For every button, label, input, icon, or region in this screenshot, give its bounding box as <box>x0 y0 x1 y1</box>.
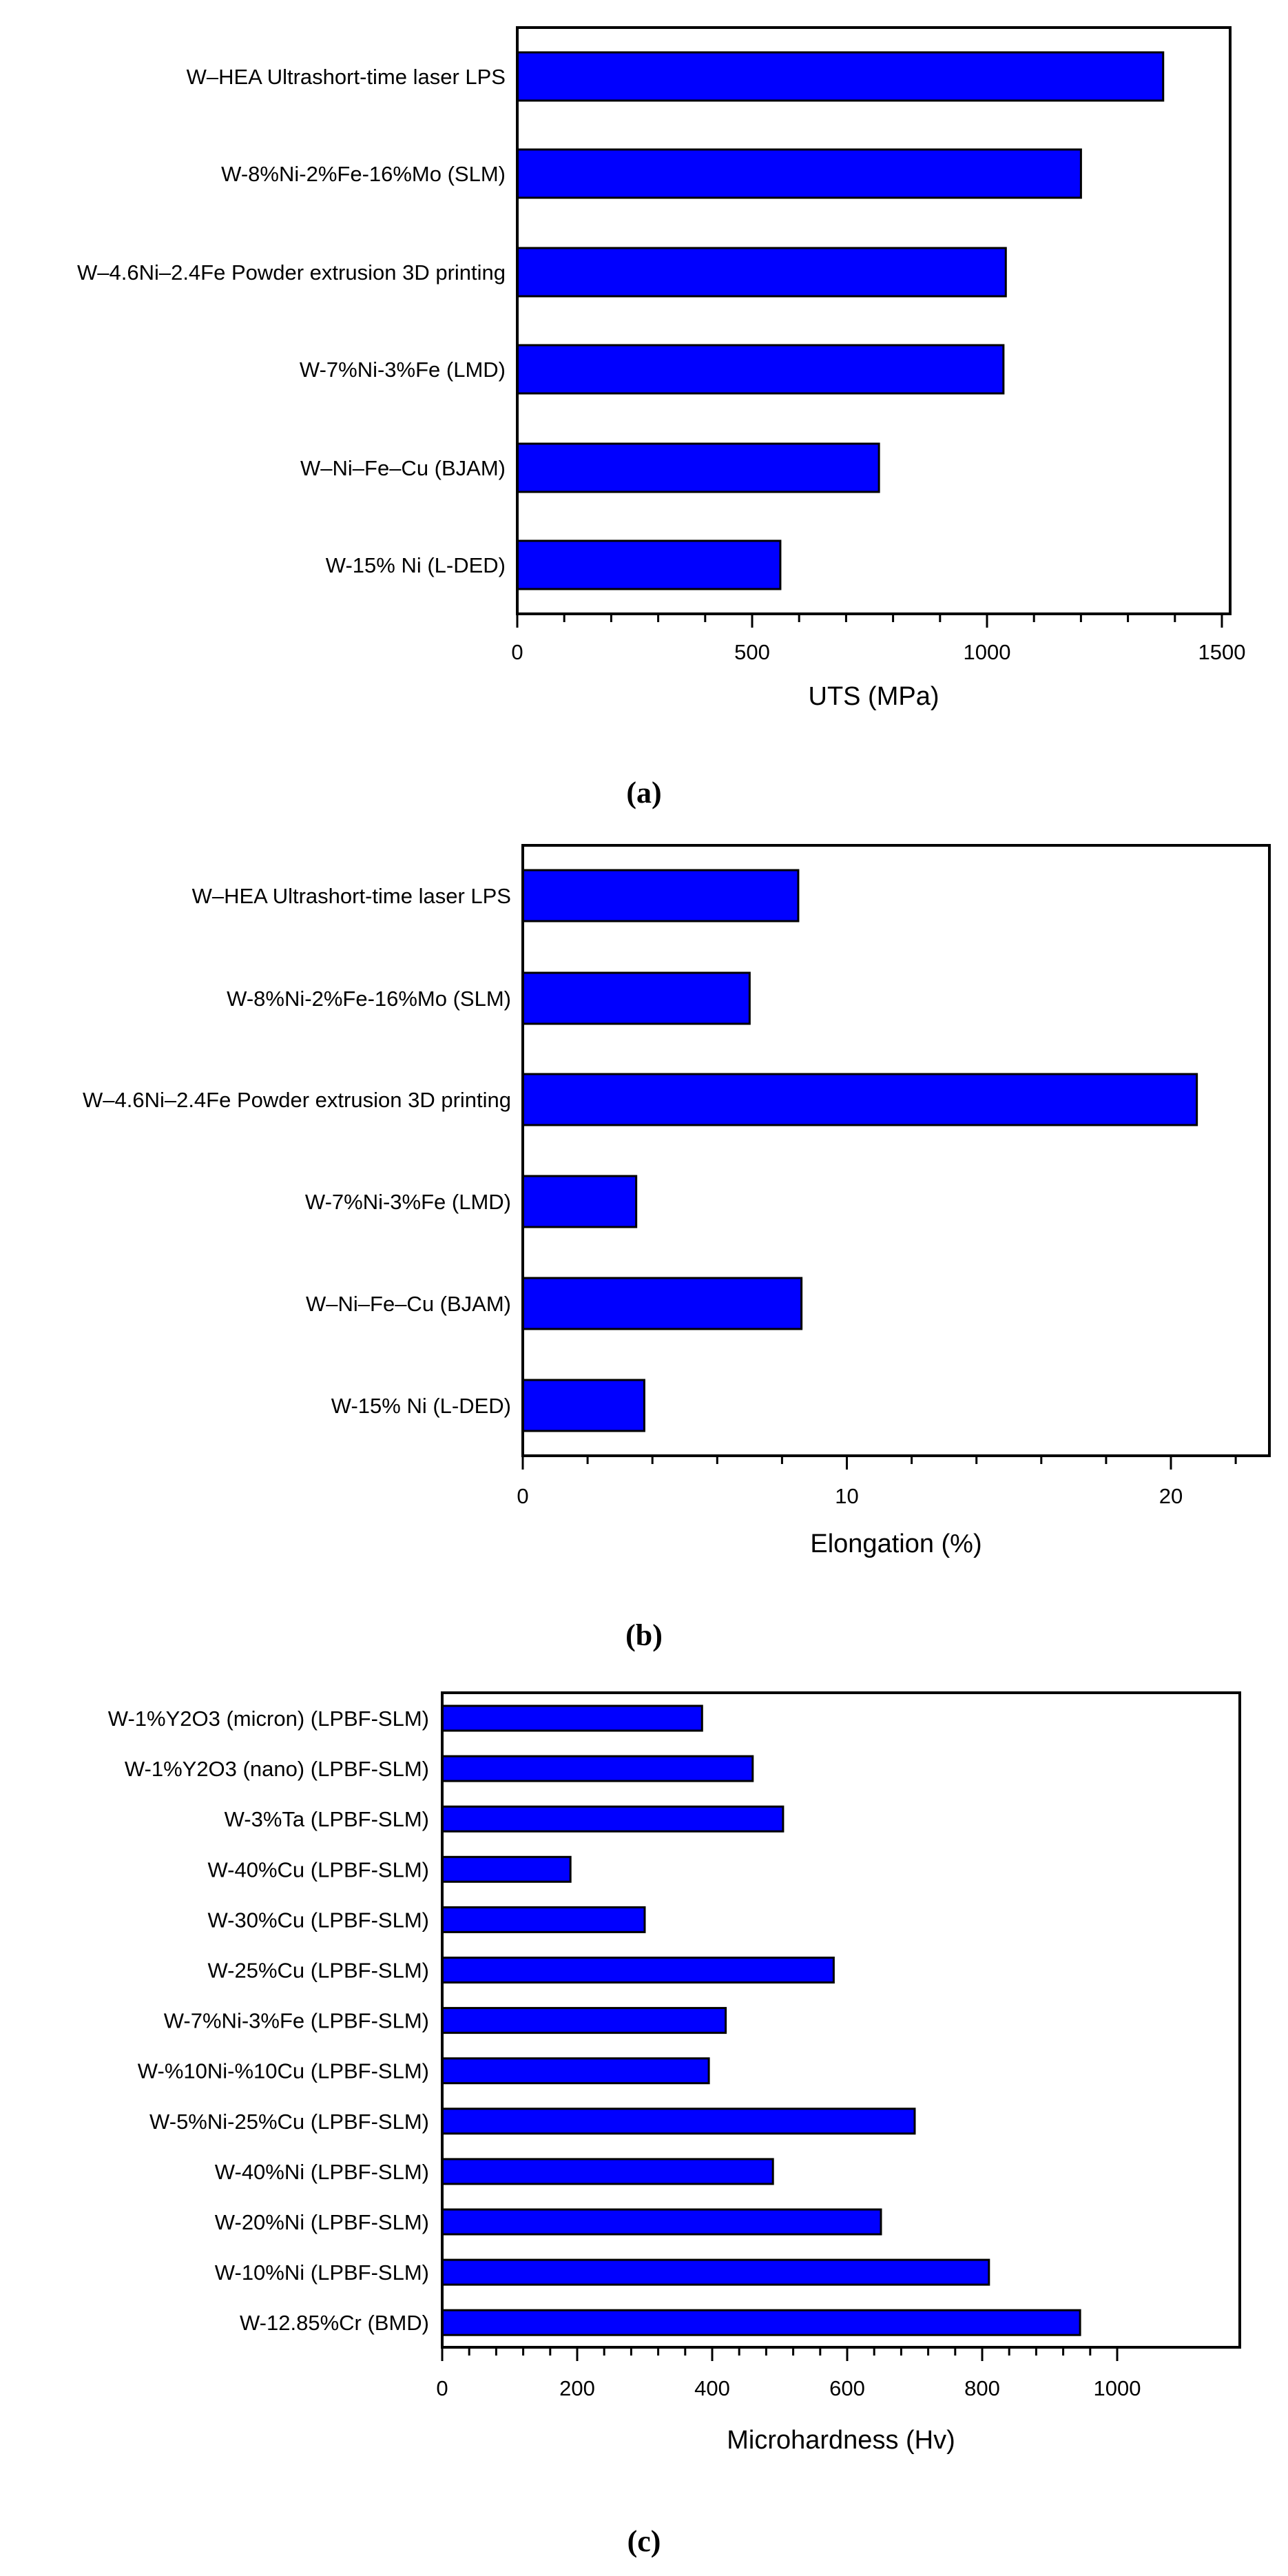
category-label: W-30%Cu (LPBF-SLM) <box>207 1908 429 1932</box>
bar <box>441 2208 882 2236</box>
category-label: W-%10Ni-%10Cu (LPBF-SLM) <box>138 2059 429 2083</box>
category-label: W-20%Ni (LPBF-SLM) <box>215 2210 429 2234</box>
bar <box>516 51 1165 102</box>
category-label: W-7%Ni-3%Fe (LPBF-SLM) <box>164 2009 429 2033</box>
bar <box>516 539 782 590</box>
bar <box>441 1906 646 1933</box>
category-label: W-12.85%Cr (BMD) <box>240 2311 429 2335</box>
bar <box>441 2057 710 2085</box>
x-tick-label: 800 <box>964 2376 1000 2400</box>
x-tick-label: 10 <box>835 1484 858 1508</box>
x-tick-label: 200 <box>559 2376 595 2400</box>
category-label: W–HEA Ultrashort-time laser LPS <box>192 884 511 908</box>
category-label: W–4.6Ni–2.4Fe Powder extrusion 3D printi… <box>83 1088 511 1112</box>
bar <box>441 2007 727 2034</box>
bar <box>441 2158 774 2185</box>
x-axis-label: Elongation (%) <box>810 1529 981 1558</box>
bar <box>521 971 751 1025</box>
x-axis-label: Microhardness (Hv) <box>727 2426 955 2455</box>
bar <box>521 1277 803 1330</box>
chart-panel-b: W–HEA Ultrashort-time laser LPS W-8%Ni-2%… <box>83 844 1271 1652</box>
category-label: W-3%Ta (LPBF-SLM) <box>225 1807 429 1831</box>
category-label: W-7%Ni-3%Fe (LMD) <box>305 1190 511 1214</box>
bar <box>441 1957 835 1983</box>
x-tick-label: 500 <box>734 640 770 664</box>
bar <box>521 1073 1198 1126</box>
bar <box>441 1855 572 1883</box>
bar <box>441 1755 754 1782</box>
panel-label: (c) <box>627 2524 661 2558</box>
category-label: W-8%Ni-2%Fe-16%Mo (SLM) <box>221 162 506 186</box>
category-label: W-15% Ni (L-DED) <box>326 553 506 577</box>
plot-frame <box>441 1691 1241 2349</box>
x-tick-label: 0 <box>517 1484 528 1508</box>
plot-frame <box>516 26 1232 615</box>
bar <box>521 869 800 923</box>
category-label: W-7%Ni-3%Fe (LMD) <box>300 358 506 382</box>
bar <box>521 1379 645 1432</box>
category-label: W-5%Ni-25%Cu (LPBF-SLM) <box>149 2110 429 2134</box>
bar <box>516 442 880 493</box>
x-tick-label: 0 <box>511 640 523 664</box>
bar <box>441 1805 785 1833</box>
chart-panel-a: W–HEA Ultrashort-time laser LPS W-8%Ni-2%… <box>77 26 1246 810</box>
panel-label: (a) <box>626 776 661 810</box>
x-tick-label: 400 <box>694 2376 730 2400</box>
category-label: W–4.6Ni–2.4Fe Powder extrusion 3D printi… <box>77 260 506 285</box>
category-label: W-1%Y2O3 (micron) (LPBF-SLM) <box>108 1707 429 1731</box>
category-label: W–Ni–Fe–Cu (BJAM) <box>306 1292 511 1316</box>
category-label: W-15% Ni (L-DED) <box>331 1394 511 1418</box>
x-tick-label: 1000 <box>964 640 1011 664</box>
chart-panel-c: W-1%Y2O3 (micron) (LPBF-SLM) W-1%Y2O3 (na… <box>108 1691 1241 2558</box>
category-label: W-40%Ni (LPBF-SLM) <box>215 2160 429 2184</box>
category-label: W-1%Y2O3 (nano) (LPBF-SLM) <box>125 1757 429 1781</box>
category-label: W-8%Ni-2%Fe-16%Mo (SLM) <box>227 987 511 1011</box>
category-label: W–Ni–Fe–Cu (BJAM) <box>300 456 506 480</box>
category-label: W-40%Cu (LPBF-SLM) <box>207 1857 429 1882</box>
x-tick-label: 1500 <box>1198 640 1246 664</box>
x-tick-label: 1000 <box>1094 2376 1141 2400</box>
bar <box>441 2108 916 2135</box>
x-tick-label: 0 <box>436 2376 448 2400</box>
x-tick-label: 20 <box>1159 1484 1183 1508</box>
bar <box>516 148 1082 199</box>
x-tick-label: 600 <box>829 2376 865 2400</box>
bar <box>516 344 1005 395</box>
bar <box>441 2309 1081 2336</box>
category-label: W–HEA Ultrashort-time laser LPS <box>187 65 506 89</box>
plot-frame <box>521 844 1271 1457</box>
x-axis-label: UTS (MPa) <box>809 682 939 711</box>
bar <box>441 2258 990 2286</box>
panel-label: (b) <box>625 1618 663 1652</box>
category-label: W-25%Cu (LPBF-SLM) <box>207 1959 429 1983</box>
bar <box>441 1704 703 1732</box>
bar <box>521 1175 638 1228</box>
bar <box>516 247 1007 298</box>
category-label: W-10%Ni (LPBF-SLM) <box>215 2260 429 2285</box>
